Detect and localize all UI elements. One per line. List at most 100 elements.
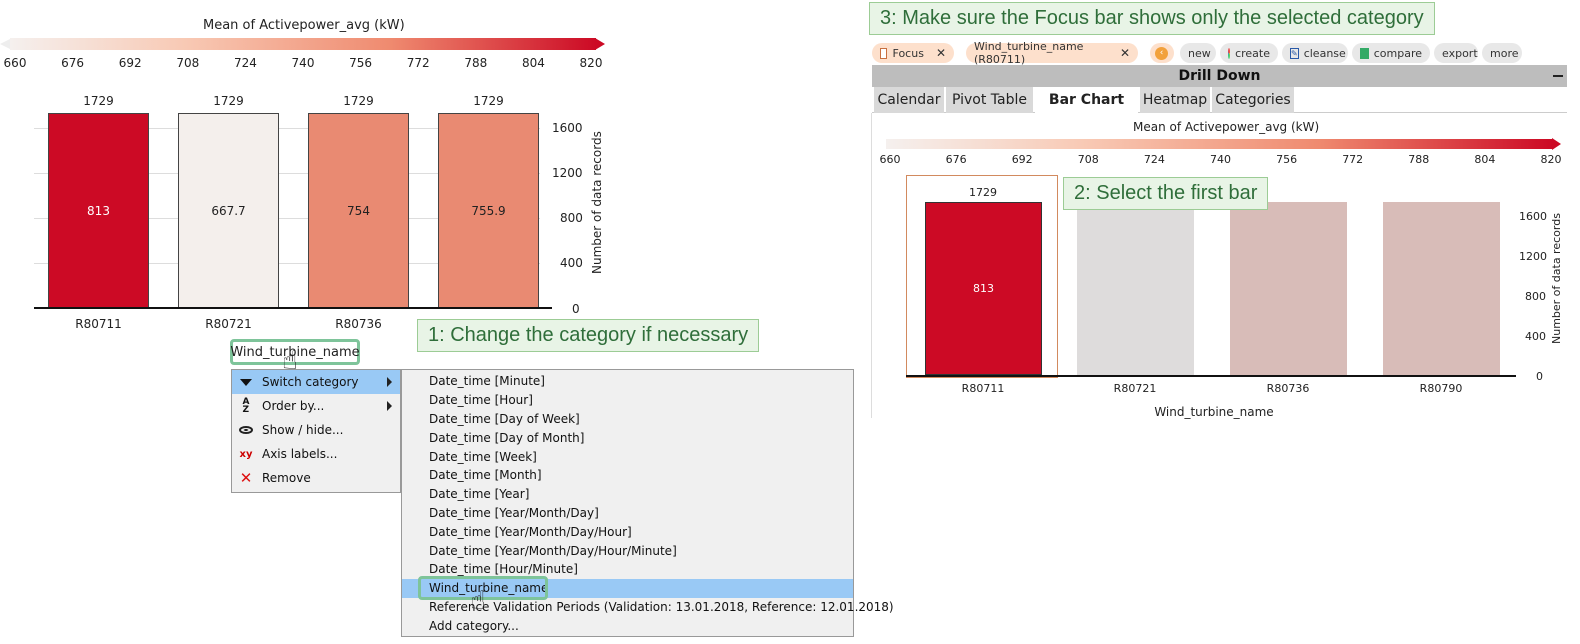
- category-field-button[interactable]: Wind_turbine_name: [230, 339, 360, 365]
- close-icon[interactable]: ✕: [1119, 46, 1130, 60]
- right-colorbar-tick-label: 756: [1276, 153, 1298, 166]
- undo-icon: ‹: [1155, 46, 1168, 60]
- submenu-item[interactable]: Date_time [Month]: [429, 468, 542, 483]
- right-bar-r80721[interactable]: [1077, 202, 1194, 375]
- right-y-axis-label: Number of data records: [1550, 213, 1563, 344]
- right-y-tick-label: 800: [1525, 290, 1546, 303]
- eye-icon: [238, 422, 254, 438]
- submenu-item[interactable]: Add category...: [429, 618, 519, 633]
- tab-calendar[interactable]: Calendar: [874, 87, 944, 113]
- submenu-arrow-icon: [387, 377, 392, 387]
- left-bar-3[interactable]: 755.9: [438, 113, 539, 308]
- menu-item-label: Switch category: [262, 375, 359, 389]
- callout-step2: 2: Select the first bar: [1063, 177, 1269, 210]
- left-category-label: R80711: [75, 317, 122, 331]
- tab-bar-chart[interactable]: Bar Chart: [1035, 87, 1138, 113]
- gridline: [34, 218, 540, 219]
- left-bar-0[interactable]: 813: [48, 113, 149, 308]
- tab-label: Pivot Table: [951, 92, 1028, 108]
- cleanse-button[interactable]: ✎ cleanse: [1282, 43, 1348, 63]
- new-button[interactable]: new: [1180, 43, 1216, 63]
- gridline: [34, 128, 540, 129]
- left-colorbar-tick-label: 724: [233, 56, 257, 70]
- menu-item-remove[interactable]: ✕ Remove: [232, 466, 400, 490]
- left-bar-count-label: 1729: [83, 94, 114, 108]
- focus-filter-chip[interactable]: Wind_turbine_name (R80711) ✕: [966, 40, 1138, 66]
- close-icon[interactable]: ✕: [935, 46, 946, 60]
- menu-item-switch-category[interactable]: Switch category: [232, 370, 400, 394]
- button-label: create: [1235, 46, 1270, 60]
- selected-bar-frame[interactable]: [906, 175, 1058, 378]
- right-bar-r80736[interactable]: [1230, 202, 1347, 375]
- submenu-item[interactable]: Date_time [Minute]: [429, 374, 545, 389]
- y-tick-label: 1200: [552, 166, 583, 180]
- submenu-item[interactable]: Date_time [Day of Month]: [429, 430, 585, 445]
- create-button[interactable]: create: [1220, 43, 1278, 63]
- submenu-item[interactable]: Wind_turbine_name: [402, 578, 853, 598]
- left-bar-count-label: 1729: [213, 94, 244, 108]
- right-colorbar-tick-label: 820: [1540, 153, 1562, 166]
- focus-chip[interactable]: Focus ✕: [872, 43, 954, 63]
- left-colorbar-tick-label: 708: [176, 56, 200, 70]
- left-colorbar-tick-label: 692: [118, 56, 142, 70]
- left-bar-mean-label: 813: [87, 203, 110, 218]
- left-colorbar: [10, 38, 596, 50]
- submenu-item[interactable]: Date_time [Year/Month/Day/Hour]: [429, 524, 632, 539]
- palette-icon: [1228, 47, 1231, 59]
- button-label: compare: [1373, 46, 1422, 60]
- right-colorbar-tick-label: 692: [1011, 153, 1033, 166]
- left-bar-mean-label: 667.7: [211, 203, 246, 218]
- tab-heatmap[interactable]: Heatmap: [1140, 87, 1210, 113]
- right-bar-r80790[interactable]: [1383, 202, 1500, 375]
- export-button[interactable]: export: [1434, 43, 1478, 63]
- right-colorbar: [886, 139, 1552, 149]
- right-colorbar-tick-label: 740: [1210, 153, 1231, 166]
- left-colorbar-tick-label: 740: [291, 56, 315, 70]
- right-bar-r80711[interactable]: 813: [925, 202, 1042, 375]
- left-colorbar-arrow-right-icon: [595, 38, 605, 50]
- drill-down-header: Drill Down: [872, 65, 1567, 87]
- right-y-tick-label: 1600: [1519, 210, 1547, 223]
- red-x-icon: ✕: [239, 469, 253, 487]
- back-chip[interactable]: ‹: [1150, 43, 1174, 63]
- tab-pivot-table[interactable]: Pivot Table: [946, 87, 1033, 113]
- gridline: [34, 173, 540, 174]
- menu-item-label: Order by...: [262, 399, 325, 413]
- menu-item-label: Remove: [262, 471, 311, 485]
- minimize-icon[interactable]: [1553, 75, 1563, 77]
- right-x-axis-line: [906, 375, 1516, 377]
- submenu-item[interactable]: Reference Validation Periods (Validation…: [429, 599, 894, 614]
- tab-label: Bar Chart: [1048, 92, 1125, 108]
- left-bar-mean-label: 755.9: [471, 203, 506, 218]
- button-label: more: [1490, 46, 1519, 60]
- right-colorbar-arrow-right-icon: [1552, 138, 1561, 150]
- submenu-item[interactable]: Date_time [Year/Month/Day]: [429, 505, 599, 520]
- submenu-item[interactable]: Date_time [Week]: [429, 449, 537, 464]
- hand-cursor-icon: ☝: [282, 346, 298, 376]
- submenu-item[interactable]: Date_time [Hour/Minute]: [429, 562, 578, 577]
- right-category-label: R80736: [1266, 382, 1310, 395]
- panel-left-border: [871, 113, 872, 418]
- gridline: [34, 263, 540, 264]
- submenu-item[interactable]: Date_time [Year/Month/Day/Hour/Minute]: [429, 543, 677, 558]
- checkbox-icon: [880, 47, 887, 59]
- menu-item-show-hide[interactable]: Show / hide...: [232, 418, 400, 442]
- left-x-axis-line: [34, 307, 552, 309]
- focus-label: Focus: [892, 46, 924, 60]
- submenu-item[interactable]: Date_time [Hour]: [429, 393, 533, 408]
- submenu-item[interactable]: Date_time [Year]: [429, 487, 530, 502]
- left-bar-2[interactable]: 754: [308, 113, 409, 308]
- more-button[interactable]: more: [1482, 43, 1522, 63]
- menu-item-axis-labels[interactable]: xy Axis labels...: [232, 442, 400, 466]
- tab-label: Calendar: [877, 92, 941, 108]
- submenu-item[interactable]: Date_time [Day of Week]: [429, 411, 580, 426]
- compare-button[interactable]: compare: [1352, 43, 1430, 63]
- left-bar-1[interactable]: 667.7: [178, 113, 279, 308]
- submenu-arrow-icon: [387, 401, 392, 411]
- right-bar-count-label: 1729: [969, 186, 997, 199]
- xy-axis-icon: xy: [239, 448, 253, 460]
- tab-categories[interactable]: Categories: [1212, 87, 1294, 113]
- left-colorbar-tick-label: 676: [61, 56, 85, 70]
